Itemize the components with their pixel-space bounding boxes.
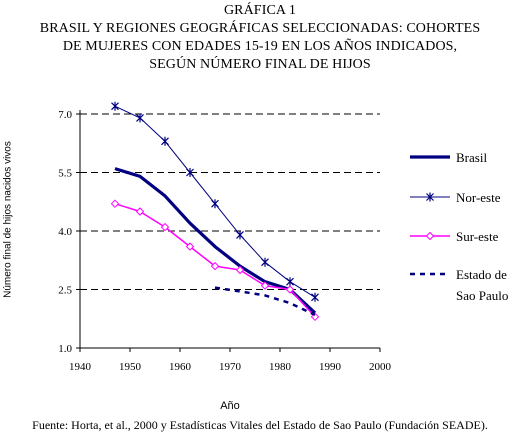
- legend-label-0: Brasil: [456, 150, 487, 165]
- x-tick-label-4: 1980: [269, 361, 292, 373]
- x-tick-label-3: 1970: [219, 361, 242, 373]
- series-1-point-3: [186, 168, 194, 177]
- legend-label-2: Sur-este: [456, 229, 499, 244]
- series-1-point-8: [311, 292, 319, 302]
- source-note: Fuente: Horta, et al., 2000 y Estadístic…: [32, 418, 488, 432]
- series-line-0: [114, 167, 317, 315]
- series-1-point-1: [136, 113, 144, 123]
- series-2-point-4: [210, 261, 220, 271]
- series-2-point-2: [160, 222, 170, 232]
- series-1-point-4: [211, 199, 219, 209]
- series-line-3: [214, 286, 316, 317]
- x-tick-label-0: 1940: [69, 361, 92, 373]
- y-tick-label-0: 1.0: [58, 343, 72, 355]
- y-tick-label-4: 7.0: [58, 109, 72, 121]
- figure-number: GRÁFICA 1: [223, 3, 297, 18]
- y-tick-label-2: 4.0: [58, 226, 72, 238]
- x-axis-label: Año: [220, 400, 240, 412]
- series-2-point-5: [235, 265, 245, 275]
- series-1-point-6: [261, 257, 269, 267]
- y-axis-label: Número final de hijos nacidos vivos: [2, 141, 14, 298]
- series-1-point-5: [236, 230, 244, 240]
- series-2-point-3: [185, 242, 195, 251]
- series-1-point-0: [111, 101, 119, 111]
- series-line-2: [114, 202, 316, 318]
- x-tick-label-6: 2000: [369, 361, 392, 373]
- series-2-point-6: [260, 281, 270, 290]
- legend-label-1: Nor-este: [456, 190, 501, 205]
- chart-title-line-2: DE MUJERES CON EDADES 15-19 EN LOS AÑOS …: [62, 39, 458, 54]
- series-2-point-1: [135, 207, 145, 216]
- grid-lines: [80, 113, 380, 290]
- legend-label-3-0: Estado de: [456, 267, 507, 282]
- legend-label-3-1: Sao Paulo: [456, 288, 508, 303]
- chart-title-line-1: BRASIL Y REGIONES GEOGRÁFICAS SELECCIONA…: [39, 21, 481, 36]
- legend: Brasil Nor-este Sur-este Estado de Sao Paulo: [410, 150, 508, 303]
- series-lines: [110, 101, 320, 322]
- x-tick-label-5: 1990: [319, 361, 342, 373]
- x-tick-label-2: 1960: [169, 361, 192, 373]
- series-2-point-0: [110, 199, 120, 208]
- x-tick-label-1: 1950: [119, 361, 142, 373]
- legend-marker-1: [426, 192, 434, 202]
- chart-title-line-3: SEGÚN NÚMERO FINAL DE HIJOS: [149, 57, 371, 72]
- series-2-point-7: [285, 285, 295, 294]
- y-tick-label-1: 2.5: [58, 285, 72, 297]
- y-tick-label-3: 5.5: [58, 168, 72, 180]
- axes: 1.0 2.5 4.0 5.5 7.0 1940 1950 1960 1970 1980 1990 2…: [58, 109, 391, 373]
- series-1-point-2: [161, 136, 169, 146]
- series-1-point-7: [286, 277, 294, 287]
- legend-marker-2: [425, 231, 435, 241]
